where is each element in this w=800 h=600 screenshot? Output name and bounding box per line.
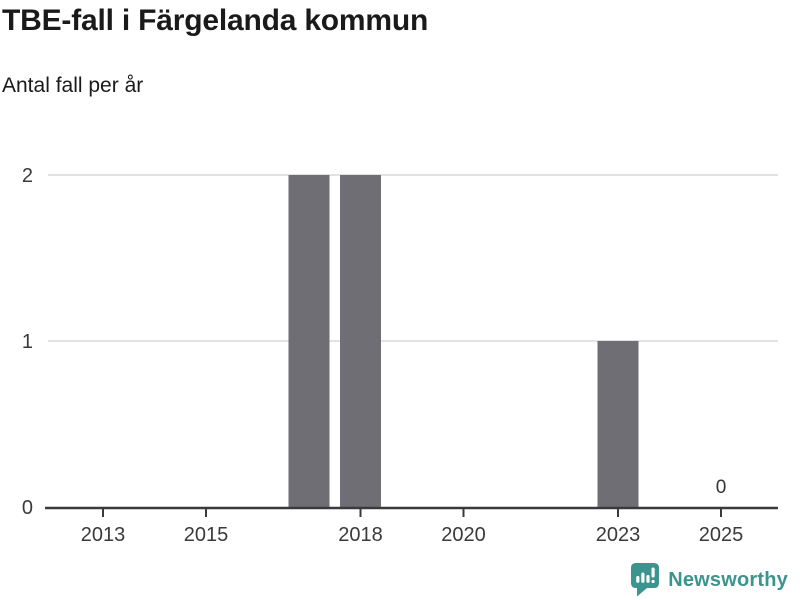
newsworthy-logo: Newsworthy (631, 563, 788, 597)
mini-bar-chart-glyph (636, 567, 655, 584)
chart-subtitle: Antal fall per år (2, 74, 144, 97)
last-value-label: 0 (716, 477, 727, 498)
bar (597, 341, 639, 507)
bar (340, 175, 381, 507)
x-tick-label: 2013 (81, 524, 126, 546)
y-tick-label: 0 (22, 497, 33, 519)
x-tick-label: 2025 (699, 524, 744, 546)
x-tick-label: 2018 (338, 524, 383, 546)
bar (288, 175, 330, 507)
x-tick-label: 2023 (596, 524, 641, 546)
y-tick-label: 2 (22, 165, 33, 187)
x-tick-label: 2020 (441, 524, 486, 546)
chart-title: TBE-fall i Färgelanda kommun (2, 4, 429, 37)
y-tick-label: 1 (22, 331, 33, 353)
newsworthy-logo-icon (631, 563, 660, 597)
x-tick-label: 2015 (184, 524, 229, 546)
newsworthy-logo-text: Newsworthy (668, 568, 788, 591)
